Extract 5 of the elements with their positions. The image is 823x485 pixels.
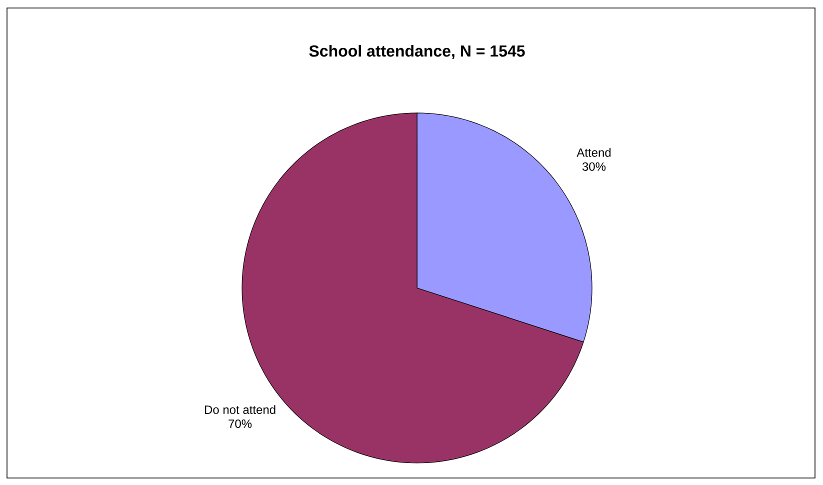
chart-title: School attendance, N = 1545 — [309, 44, 525, 60]
data-label: 70% — [228, 419, 252, 428]
slice-label: Attend — [576, 148, 611, 157]
data-label: 30% — [582, 162, 606, 171]
slice-label: Do not attend — [205, 405, 276, 414]
